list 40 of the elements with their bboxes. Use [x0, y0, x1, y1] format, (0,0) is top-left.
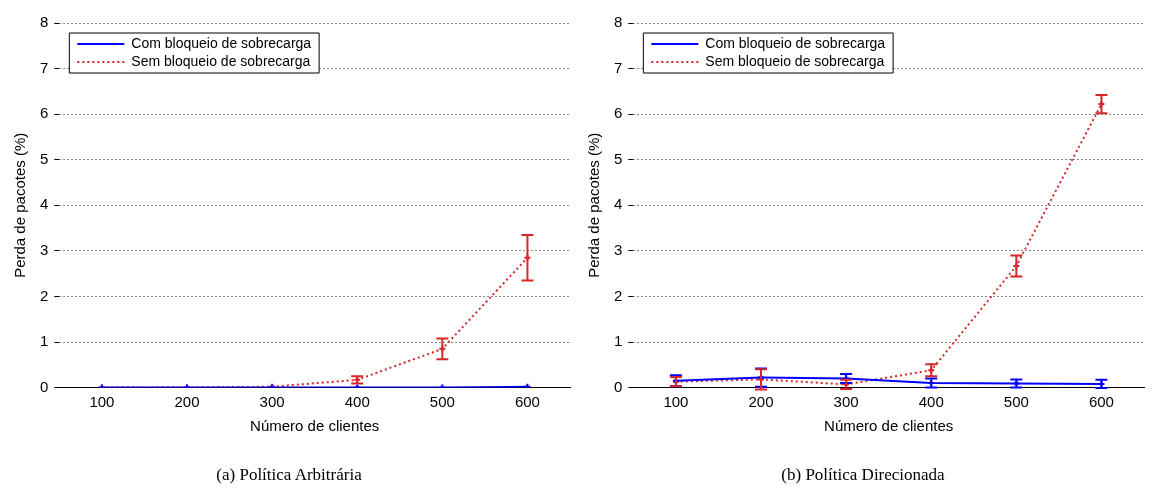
- y-tick-label: 4: [614, 195, 623, 213]
- text: (a) Política Arbitrária: [216, 465, 363, 485]
- x-tick-label: 600: [1088, 392, 1114, 410]
- x-tick-label: 500: [429, 392, 455, 410]
- y-tick-label: 5: [40, 149, 49, 167]
- y-axis-title: Perda de pacotes (%): [585, 132, 603, 278]
- y-tick-label: 1: [40, 332, 49, 350]
- y-tick-label: 2: [40, 286, 49, 304]
- y-tick-label: 7: [614, 58, 623, 76]
- x-axis-title: Número de clientes: [824, 416, 954, 434]
- legend-label: Sem bloqueio de sobrecarga: [705, 52, 885, 69]
- y-tick-label: 3: [614, 241, 623, 259]
- y-tick-label: 8: [40, 13, 49, 31]
- x-tick-label: 300: [259, 392, 285, 410]
- x-tick-label: 200: [748, 392, 774, 410]
- x-tick-label: 400: [344, 392, 370, 410]
- y-tick-label: 8: [614, 13, 623, 31]
- x-tick-label: 100: [89, 392, 115, 410]
- y-tick-label: 6: [614, 104, 623, 122]
- legend-label: Com bloqueio de sobrecarga: [131, 34, 312, 51]
- y-tick-label: 0: [614, 377, 623, 395]
- y-tick-label: 5: [614, 149, 623, 167]
- x-tick-label: 100: [663, 392, 689, 410]
- x-tick-label: 500: [1003, 392, 1029, 410]
- y-tick-label: 7: [40, 58, 49, 76]
- x-tick-label: 600: [514, 392, 540, 410]
- legend-label: Sem bloqueio de sobrecarga: [131, 52, 311, 69]
- x-tick-label: 300: [833, 392, 859, 410]
- x-tick-label: 400: [918, 392, 944, 410]
- y-tick-label: 2: [614, 286, 623, 304]
- x-axis-title: Número de clientes: [250, 416, 380, 434]
- legend-label: Com bloqueio de sobrecarga: [705, 34, 886, 51]
- x-tick-label: 200: [174, 392, 200, 410]
- y-tick-label: 3: [40, 241, 49, 259]
- y-tick-label: 6: [40, 104, 49, 122]
- y-axis-title: Perda de pacotes (%): [11, 132, 29, 278]
- text: (b) Política Direcionada: [781, 465, 946, 485]
- y-tick-label: 4: [40, 195, 49, 213]
- y-tick-label: 0: [40, 377, 49, 395]
- y-tick-label: 1: [614, 332, 623, 350]
